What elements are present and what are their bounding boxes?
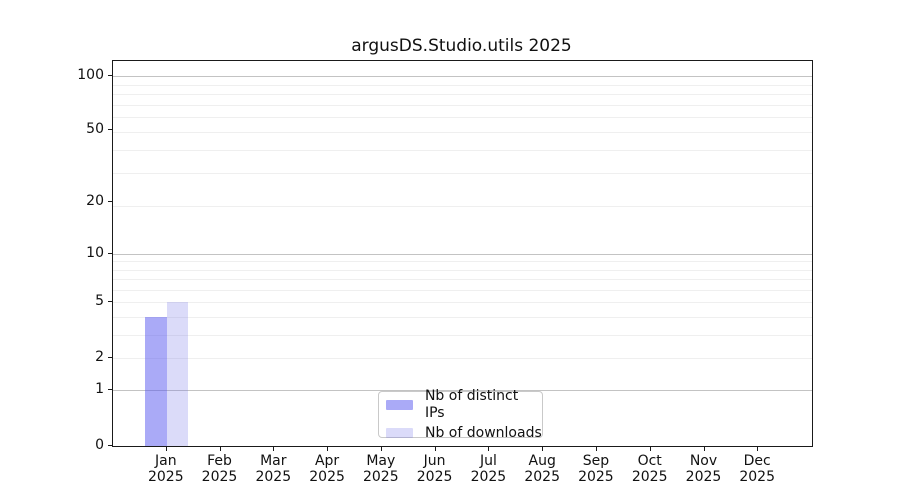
x-label-month: Jun <box>423 453 446 469</box>
y-tick-label-2: 2 <box>95 348 104 365</box>
legend-item-downloads: Nb of downloads <box>386 425 542 442</box>
bar-distinct-ips-jan <box>145 316 167 446</box>
y-tick-label-50: 50 <box>86 121 104 138</box>
x-label-month: Dec <box>743 453 771 469</box>
minor-gridline <box>113 149 812 151</box>
x-label-year: 2025 <box>524 469 560 485</box>
x-label-year: 2025 <box>739 469 775 485</box>
minor-gridline <box>113 205 812 207</box>
y-tick-0 <box>108 445 112 446</box>
minor-gridline <box>113 173 812 174</box>
x-label-year: 2025 <box>685 469 722 485</box>
x-tick-label-jun: Jun 2025 <box>407 453 463 485</box>
y-tick-label-1: 1 <box>95 381 104 398</box>
y-tick-label-20: 20 <box>86 192 104 209</box>
legend-swatch-distinct-ips-icon <box>386 399 413 410</box>
minor-gridline <box>113 289 812 291</box>
x-tick-label-may: May 2025 <box>353 453 409 485</box>
minor-gridline <box>113 104 812 106</box>
x-label-month: Nov <box>689 453 718 469</box>
x-label-year: 2025 <box>470 469 507 485</box>
x-label-month: Oct <box>637 453 662 469</box>
x-label-year: 2025 <box>255 469 292 485</box>
y-tick-1 <box>108 389 112 391</box>
y-tick-label-10: 10 <box>86 244 104 261</box>
x-tick-label-feb: Feb 2025 <box>192 453 248 485</box>
x-tick-label-sep: Sep 2025 <box>568 453 624 485</box>
minor-gridline <box>113 117 812 119</box>
x-label-month: Sep <box>582 453 610 469</box>
minor-gridline <box>113 84 812 86</box>
x-label-year: 2025 <box>309 469 345 485</box>
x-tick-label-dec: Dec 2025 <box>729 453 785 485</box>
x-label-month: Feb <box>207 453 232 469</box>
minor-gridline <box>113 334 812 336</box>
x-tick-label-apr: Apr 2025 <box>299 453 355 485</box>
x-tick-label-mar: Mar 2025 <box>245 453 301 485</box>
x-tick-jul <box>488 447 490 451</box>
major-gridline-10 <box>113 253 812 255</box>
x-tick-label-jul: Jul 2025 <box>460 453 516 485</box>
x-label-month: Mar <box>260 453 287 469</box>
x-tick-jan <box>165 447 167 451</box>
x-label-month: May <box>366 453 396 469</box>
x-tick-mar <box>273 447 275 451</box>
legend-swatch-downloads-icon <box>386 428 413 438</box>
major-gridline-1 <box>113 390 812 392</box>
y-tick-label-100: 100 <box>77 66 104 83</box>
minor-gridline <box>113 94 812 96</box>
x-tick-feb <box>219 447 221 451</box>
x-tick-aug <box>542 447 544 451</box>
x-label-year: 2025 <box>416 469 453 485</box>
x-label-year: 2025 <box>147 469 184 485</box>
legend: Nb of distinct IPs Nb of downloads <box>378 388 543 441</box>
chart-title: argusDS.Studio.utils 2025 <box>351 36 572 56</box>
y-tick-20 <box>108 200 112 202</box>
x-label-month: Apr <box>314 453 340 469</box>
major-gridline-100 <box>113 75 812 77</box>
x-tick-apr <box>327 447 329 451</box>
minor-gridline <box>113 302 812 304</box>
minor-gridline <box>113 131 812 133</box>
y-tick-100 <box>108 74 112 76</box>
minor-gridline <box>113 269 812 271</box>
x-tick-may <box>380 447 382 451</box>
minor-gridline <box>113 357 812 359</box>
x-tick-dec <box>757 447 759 451</box>
x-tick-jun <box>434 447 436 451</box>
plot-area <box>112 60 813 447</box>
x-label-month: Jan <box>155 453 177 469</box>
x-tick-oct <box>649 447 651 451</box>
y-tick-10 <box>108 252 112 254</box>
x-label-month: Jul <box>479 453 497 469</box>
x-tick-nov <box>703 447 705 451</box>
legend-item-distinct-ips: Nb of distinct IPs <box>386 388 542 422</box>
y-tick-2 <box>108 356 112 358</box>
minor-gridline <box>113 279 812 281</box>
x-tick-label-oct: Oct 2025 <box>622 453 678 485</box>
x-label-month: Aug <box>528 453 556 469</box>
legend-label-distinct-ips: Nb of distinct IPs <box>424 387 519 421</box>
x-tick-label-nov: Nov 2025 <box>676 453 732 485</box>
x-tick-sep <box>595 447 597 451</box>
y-tick-5 <box>108 301 112 303</box>
y-tick-50 <box>108 129 112 131</box>
x-tick-label-aug: Aug 2025 <box>514 453 570 485</box>
minor-gridline <box>113 261 812 263</box>
bar-downloads-jan <box>166 302 189 446</box>
x-tick-label-jan: Jan 2025 <box>138 453 194 485</box>
x-label-year: 2025 <box>578 469 614 485</box>
x-label-year: 2025 <box>201 469 238 485</box>
y-tick-label-0: 0 <box>95 437 104 453</box>
x-label-year: 2025 <box>631 469 668 485</box>
x-label-year: 2025 <box>362 469 399 485</box>
y-tick-label-5: 5 <box>95 293 104 310</box>
legend-label-downloads: Nb of downloads <box>425 424 542 441</box>
minor-gridline <box>113 316 812 318</box>
